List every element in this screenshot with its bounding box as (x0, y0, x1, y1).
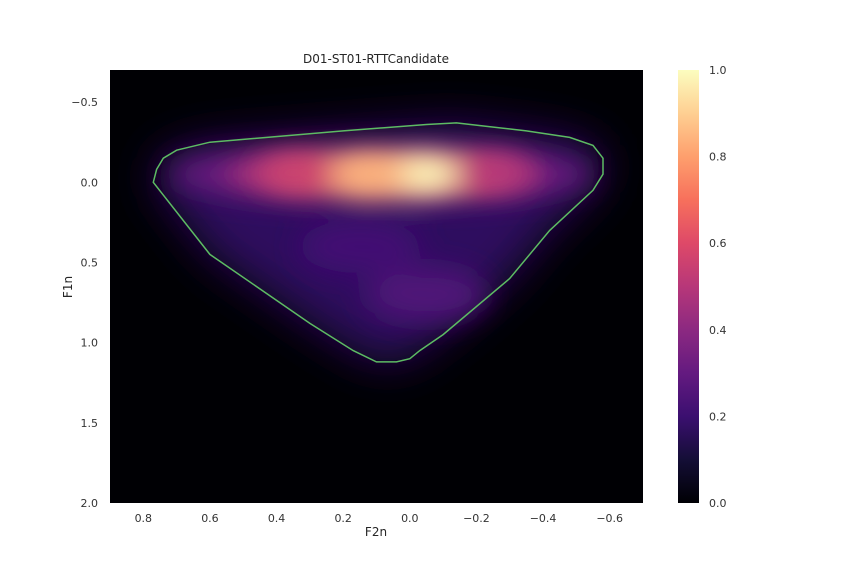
y-tick-label: 1.5 (81, 417, 99, 430)
x-tick-label: 0.2 (334, 512, 352, 525)
colorbar (678, 70, 699, 503)
colorbar-tick-label: 1.0 (709, 64, 727, 77)
x-tick-label: −0.2 (463, 512, 490, 525)
y-axis-title: F1n (61, 276, 75, 298)
y-tick-label: 2.0 (81, 497, 99, 510)
x-tick-label: 0.6 (201, 512, 219, 525)
hull-contour (152, 122, 604, 363)
density-layer (153, 122, 604, 362)
x-tick-label: −0.6 (596, 512, 623, 525)
y-tick-label: −0.5 (71, 96, 98, 109)
x-tick-label: 0.4 (268, 512, 286, 525)
colorbar-tick-labels: 0.0 0.2 0.4 0.6 0.8 1.0 (709, 64, 727, 510)
x-tick-label: 0.8 (135, 512, 153, 525)
density-peak (299, 219, 421, 274)
colorbar-tick-label: 0.2 (709, 410, 727, 423)
density-peak (365, 267, 488, 322)
density-peak (454, 155, 532, 190)
density-peak (254, 155, 332, 190)
x-tick-label: 0.0 (401, 512, 419, 525)
y-tick-label: 1.0 (81, 337, 99, 350)
colorbar-tick-label: 0.6 (709, 237, 727, 250)
y-tick-label: 0.0 (81, 176, 99, 189)
density-peaks (254, 155, 532, 322)
colorbar-tick-label: 0.0 (709, 497, 727, 510)
chart-title: D01-ST01-RTTCandidate (303, 52, 449, 66)
density-peak (331, 157, 409, 192)
colorbar-tick-label: 0.8 (709, 151, 727, 164)
density-peak (384, 157, 462, 192)
x-tick-labels: 0.8 0.6 0.4 0.2 0.0 −0.2 −0.4 −0.6 (135, 512, 623, 525)
x-axis-title: F2n (365, 525, 387, 539)
colorbar-tick-label: 0.4 (709, 324, 727, 337)
y-tick-labels: −0.5 0.0 0.5 1.0 1.5 2.0 (71, 96, 98, 510)
y-tick-label: 0.5 (81, 256, 99, 269)
x-tick-label: −0.4 (530, 512, 557, 525)
